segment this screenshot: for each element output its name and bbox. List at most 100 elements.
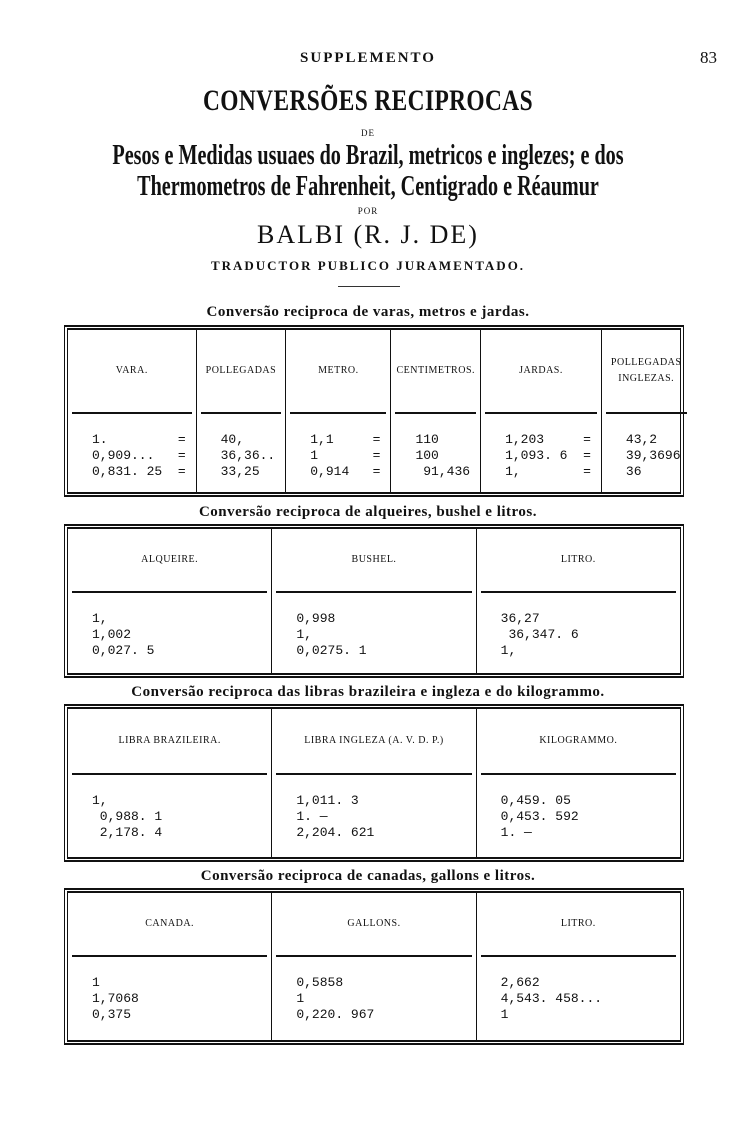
divider xyxy=(338,286,400,287)
table-cell: 0,027. 5 xyxy=(92,643,155,658)
table-column: KILOGRAMMO. 0,459. 05 0,453. 592 1. — xyxy=(477,709,680,857)
table-cell: 0,459. 05 xyxy=(500,793,571,808)
author-name: BALBI (R. J. DE) xyxy=(257,220,479,249)
by-label: POR xyxy=(357,206,379,216)
table-cell: 43,2 xyxy=(625,432,658,447)
table-cell: 0,0275. 1 xyxy=(296,643,367,658)
column-values: 36,27 36,347. 6 1, xyxy=(477,593,680,659)
table-cell: 36 xyxy=(625,464,642,479)
subtitle-line-1: Pesos e Medidas usuaes do Brazil, metric… xyxy=(112,140,624,171)
table-cell: 2,178. 4 xyxy=(92,825,163,840)
column-header: CANADA. xyxy=(72,893,268,957)
table-cell: 39,3696 xyxy=(625,448,681,463)
column-values: 0,5858 1 0,220. 967 xyxy=(272,957,475,1023)
table-cell: 1, xyxy=(92,793,108,808)
table-cell: 100 xyxy=(415,448,439,463)
table-column: METRO. 1,1 = 1 = 0,914 = xyxy=(286,330,392,492)
table-cell: 1,203 = xyxy=(505,432,591,447)
table-cell: 0,914 = xyxy=(310,464,381,479)
column-values: 0,459. 05 0,453. 592 1. — xyxy=(477,775,680,841)
table-cell: 110 xyxy=(415,432,439,447)
title-connector: DE xyxy=(361,128,375,138)
column-header: POLLEGADAS xyxy=(200,330,282,414)
table-cell: 1, xyxy=(500,643,517,658)
column-header: GALLONS. xyxy=(276,893,472,957)
table-column: ALQUEIRE. 1, 1,002 0,027. 5 xyxy=(68,529,273,673)
table-cell: 36,27 xyxy=(500,611,540,626)
column-header: VARA. xyxy=(72,330,192,414)
table-cell: 36,347. 6 xyxy=(500,627,579,642)
column-header: CENTIMETROS. xyxy=(395,330,477,414)
column-header: LIBRA BRAZILEIRA. xyxy=(72,709,268,775)
table-cell: 1 xyxy=(500,1007,509,1022)
table-cell: 1 xyxy=(92,975,100,990)
table-cell: 1,1 = xyxy=(310,432,381,447)
column-values: 2,662 4,543. 458... 1 xyxy=(477,957,680,1023)
table-cell: 33,25 xyxy=(220,464,260,479)
column-values: 40, 36,36.. 33,25 xyxy=(197,414,286,480)
table-column: CENTIMETROS. 110 100 91,436 xyxy=(391,330,482,492)
table-column: POLLEGADAS 40, 36,36.. 33,25 xyxy=(197,330,287,492)
conversion-table: CANADA. 1 1,7068 0,375 GALLONS. 0,5858 1 0,220.… xyxy=(64,888,684,1045)
table-cell: 1 = xyxy=(310,448,381,463)
table-cell: 1. — xyxy=(296,809,328,824)
column-values: 1 1,7068 0,375 xyxy=(68,957,271,1023)
column-values: 43,2 39,3696 36 xyxy=(602,414,691,480)
table-cell: 1. = xyxy=(92,432,186,447)
conversion-table: VARA. 1. = 0,909... = 0,831. 25 = POLLEGADAS… xyxy=(64,325,687,497)
column-header: LITRO. xyxy=(480,893,676,957)
table-cell: 2,204. 621 xyxy=(296,825,375,840)
table-cell: 1. — xyxy=(500,825,532,840)
table-column: GALLONS. 0,5858 1 0,220. 967 xyxy=(272,893,477,1040)
table-cell: 40, xyxy=(220,432,245,447)
table-cell: 2,662 xyxy=(500,975,540,990)
column-values: 1, 0,988. 1 2,178. 4 xyxy=(68,775,271,841)
table-cell: 4,543. 458... xyxy=(500,991,603,1006)
table-cell: 1,002 xyxy=(92,627,132,642)
table-column: JARDAS. 1,203 = 1,093. 6 = 1, = xyxy=(481,330,602,492)
table-cell: 0,5858 xyxy=(296,975,344,990)
table-cell: 1 xyxy=(296,991,305,1006)
column-header: METRO. xyxy=(290,330,387,414)
table-cell: 0,831. 25 = xyxy=(92,464,186,479)
table-column: POLLEGADAS INGLEZAS. 43,2 39,3696 36 xyxy=(602,330,691,492)
conversion-table: ALQUEIRE. 1, 1,002 0,027. 5 BUSHEL. 0,998 1, 0,… xyxy=(64,524,684,678)
table-cell: 0,998 xyxy=(296,611,336,626)
column-header: JARDAS. xyxy=(485,330,597,414)
running-header: SUPPLEMENTO xyxy=(300,50,436,66)
column-values: 110 100 91,436 xyxy=(391,414,480,480)
table-column: LITRO. 2,662 4,543. 458... 1 xyxy=(477,893,680,1040)
column-header: LIBRA INGLEZA (A. V. D. P.) xyxy=(276,709,472,775)
table-column: CANADA. 1 1,7068 0,375 xyxy=(68,893,273,1040)
table-cell: 1, xyxy=(296,627,312,642)
table-cell: 0,220. 967 xyxy=(296,1007,375,1022)
table-cell: 91,436 xyxy=(415,464,471,479)
table-cell: 0,375 xyxy=(92,1007,132,1022)
table-cell: 0,988. 1 xyxy=(92,809,163,824)
column-values: 1,011. 3 1. —2,204. 621 xyxy=(272,775,475,841)
table-caption: Conversão reciproca de varas, metros e j… xyxy=(206,304,530,320)
page-number: 83 xyxy=(700,48,717,67)
table-cell: 0,909... = xyxy=(92,448,186,463)
column-header: KILOGRAMMO. xyxy=(480,709,676,775)
page-title: CONVERSÕES RECIPROCAS xyxy=(202,84,533,117)
table-cell: 0,453. 592 xyxy=(500,809,579,824)
table-column: LITRO. 36,27 36,347. 6 1, xyxy=(477,529,680,673)
column-header: LITRO. xyxy=(480,529,676,593)
table-caption: Conversão reciproca das libras brazileir… xyxy=(131,684,605,700)
column-header: POLLEGADAS INGLEZAS. xyxy=(605,330,687,414)
column-values: 1. = 0,909... = 0,831. 25 = xyxy=(68,414,196,480)
table-column: LIBRA INGLEZA (A. V. D. P.) 1,011. 3 1. —2… xyxy=(272,709,477,857)
column-values: 1, 1,002 0,027. 5 xyxy=(68,593,271,659)
subtitle-line-2: Thermometros de Fahrenheit, Centigrado e… xyxy=(137,171,599,202)
author-role: TRADUCTOR PUBLICO JURAMENTADO. xyxy=(210,258,526,273)
table-cell: 1,7068 xyxy=(92,991,139,1006)
table-caption: Conversão reciproca de canadas, gallons … xyxy=(200,868,536,884)
table-column: BUSHEL. 0,998 1, 0,0275. 1 xyxy=(272,529,477,673)
column-values: 1,203 = 1,093. 6 = 1, = xyxy=(481,414,601,480)
column-values: 0,998 1, 0,0275. 1 xyxy=(272,593,475,659)
column-values: 1,1 = 1 = 0,914 = xyxy=(286,414,390,480)
column-header: ALQUEIRE. xyxy=(72,529,268,593)
table-column: LIBRA BRAZILEIRA. 1, 0,988. 1 2,178. 4 xyxy=(68,709,273,857)
conversion-table: LIBRA BRAZILEIRA. 1, 0,988. 1 2,178. 4 LIB… xyxy=(64,704,684,862)
